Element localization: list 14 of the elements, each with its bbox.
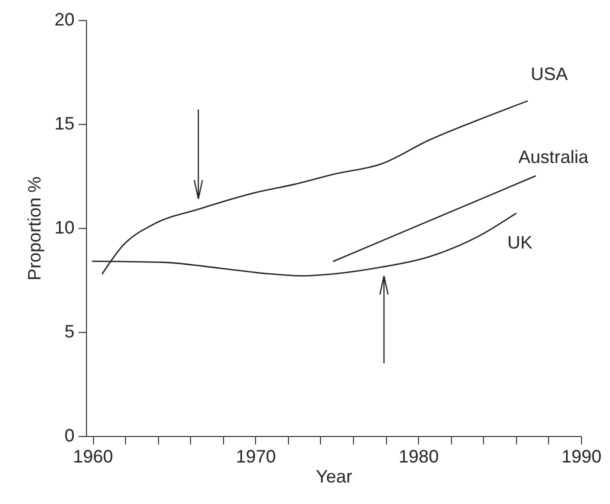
x-tick-label: 1970 — [236, 446, 276, 466]
x-axis-title: Year — [316, 466, 352, 486]
y-tick-label: 10 — [54, 218, 74, 238]
y-axis-title: Proportion % — [24, 176, 44, 281]
series-label: USA — [530, 64, 568, 84]
y-tick-label: 0 — [64, 426, 74, 446]
y-tick-label: 20 — [54, 10, 74, 30]
series-label: Australia — [518, 147, 590, 167]
y-tick-label: 5 — [64, 322, 74, 342]
x-tick-label: 1960 — [72, 446, 114, 466]
x-tick-label: 1980 — [398, 446, 439, 466]
x-tick-label: 1990 — [561, 446, 602, 466]
y-tick-label: 15 — [54, 114, 74, 134]
series-label: UK — [507, 232, 532, 252]
